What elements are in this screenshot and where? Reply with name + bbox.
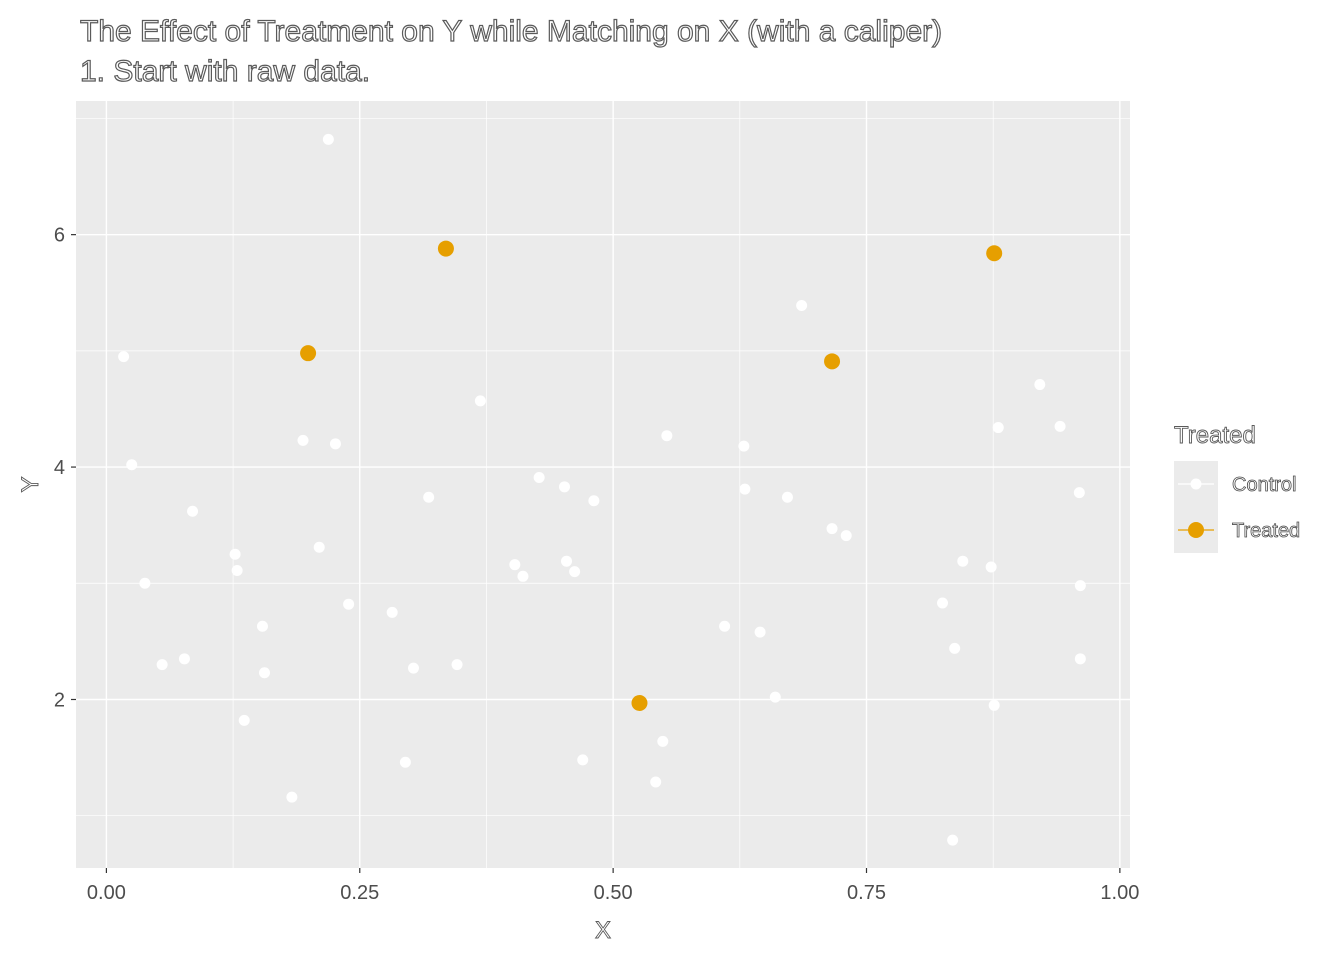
x-tick-label: 0.75 (847, 882, 886, 904)
y-tick-label: 2 (54, 689, 65, 711)
control-point (569, 566, 581, 578)
treated-point (824, 353, 841, 370)
control-point (1034, 379, 1046, 391)
control-point (126, 459, 138, 471)
control-point (796, 300, 808, 312)
legend-key-control-label: Control (1232, 474, 1296, 496)
control-point (949, 642, 961, 654)
control-point (156, 659, 168, 671)
control-point (985, 561, 997, 573)
treated-point (986, 245, 1003, 262)
treated-point (437, 240, 454, 257)
control-point (661, 430, 673, 442)
x-axis-title: X (595, 917, 611, 944)
control-point (1073, 487, 1085, 499)
control-point (231, 564, 243, 576)
axis-ticks (71, 234, 1121, 873)
control-point (769, 691, 781, 703)
plot-panel (76, 101, 1130, 868)
y-tick-label: 4 (54, 457, 65, 479)
control-point (259, 667, 271, 679)
control-point (739, 483, 751, 495)
control-point (957, 555, 969, 567)
control-point (399, 756, 411, 768)
control-point (297, 434, 309, 446)
control-point (577, 754, 589, 766)
control-point (533, 472, 545, 484)
control-point (286, 791, 298, 803)
chart-title: The Effect of Treatment on Y while Match… (79, 14, 943, 48)
control-point (451, 659, 463, 671)
x-tick-label: 0.50 (594, 882, 633, 904)
control-point (947, 834, 959, 846)
control-point (407, 662, 419, 674)
control-point (588, 495, 600, 507)
y-tick-label: 6 (54, 225, 65, 247)
control-point (187, 505, 199, 517)
control-point (1054, 420, 1066, 432)
control-point (738, 440, 750, 452)
legend-title: Treated (1174, 422, 1256, 449)
control-point (781, 491, 793, 503)
control-point (474, 395, 486, 407)
control-point (1074, 653, 1086, 665)
control-point (650, 776, 662, 788)
control-point (238, 714, 250, 726)
treated-point (300, 345, 317, 362)
control-point (229, 548, 241, 560)
y-axis-title: Y (17, 476, 44, 492)
chart-title-block: The Effect of Treatment on Y while Match… (79, 12, 943, 92)
control-point (386, 606, 398, 618)
control-point (256, 620, 268, 632)
control-point (840, 530, 852, 542)
legend-keys: Control Treated (1174, 461, 1301, 553)
control-point (118, 351, 130, 363)
control-point (509, 559, 521, 571)
major-grid (76, 101, 1130, 868)
chart-subtitle: 1. Start with raw data. (79, 54, 371, 88)
x-tick-label: 1.00 (1100, 882, 1139, 904)
control-point (754, 626, 766, 638)
x-tick-label: 0.25 (340, 882, 379, 904)
x-tick-label: 0.00 (87, 882, 126, 904)
control-point (423, 491, 435, 503)
legend-key-treated-marker (1188, 522, 1204, 538)
legend: Treated Control Treated (1174, 422, 1301, 553)
control-point (517, 570, 529, 582)
control-point (657, 735, 669, 747)
x-axis-tick-labels: 0.00 0.25 0.50 0.75 1.00 (87, 882, 1139, 904)
control-point (826, 523, 838, 535)
legend-key-treated-label: Treated (1232, 520, 1300, 542)
control-point (322, 133, 334, 145)
treated-point (631, 694, 648, 711)
legend-key-control-marker (1190, 478, 1202, 490)
control-point (937, 597, 949, 609)
control-point (139, 577, 151, 589)
control-point (558, 481, 570, 493)
control-point (178, 653, 190, 665)
minor-grid (76, 101, 1130, 868)
control-point (719, 620, 731, 632)
control-point (343, 598, 355, 610)
data-points (118, 133, 1086, 846)
y-axis-tick-labels: 2 4 6 (54, 225, 65, 712)
control-point (561, 555, 573, 567)
control-point (329, 438, 341, 450)
control-point (988, 699, 1000, 711)
control-point (313, 541, 325, 553)
control-point (992, 422, 1004, 434)
control-point (1074, 580, 1086, 592)
